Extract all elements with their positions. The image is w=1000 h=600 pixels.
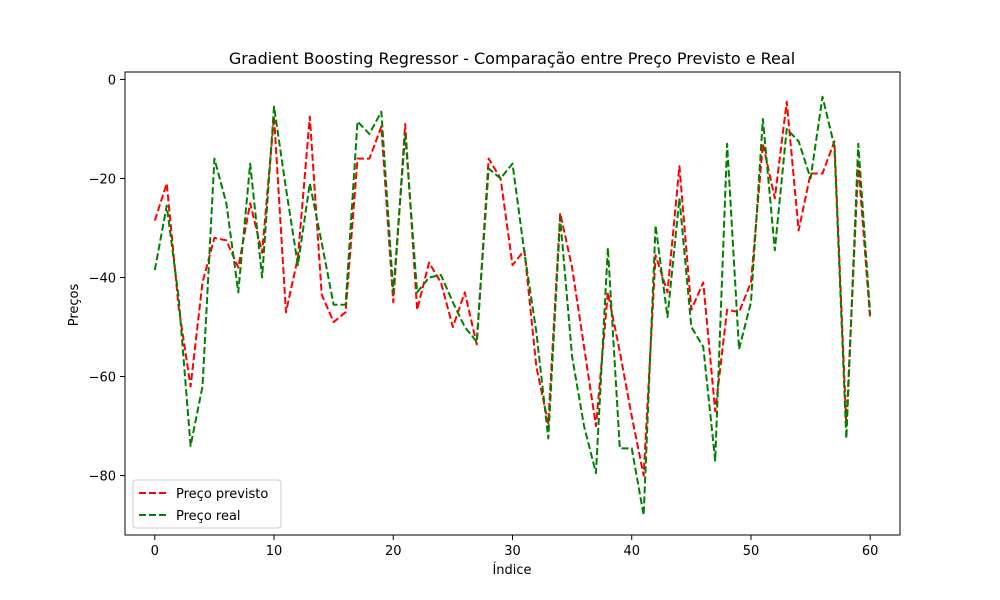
y-tick-label: −80 (89, 470, 116, 485)
legend-label: Preço real (176, 509, 241, 524)
x-tick-label: 40 (623, 544, 640, 559)
legend-label: Preço previsto (176, 487, 268, 502)
y-tick-label: −20 (89, 172, 116, 187)
x-axis: 0 10 20 30 40 50 60 (151, 535, 879, 559)
y-axis: 0 −20 −40 −60 −80 (89, 73, 125, 485)
x-tick-label: 0 (151, 544, 159, 559)
x-tick-label: 10 (266, 544, 283, 559)
plot-area (124, 71, 901, 536)
legend: Preço previsto Preço real (132, 479, 282, 529)
chart-title: Gradient Boosting Regressor - Comparação… (229, 49, 795, 68)
y-tick-label: −60 (89, 371, 116, 386)
y-axis-label: Preços (67, 284, 82, 327)
series-line-preco-real (153, 95, 872, 517)
legend-box (132, 479, 282, 529)
x-tick-label: 30 (504, 544, 521, 559)
series-line-preco-previsto (153, 100, 872, 477)
x-tick-label: 20 (385, 544, 402, 559)
y-tick-label: −40 (89, 272, 116, 287)
x-axis-label: Índice (492, 562, 531, 578)
plot-frame (124, 71, 901, 536)
x-tick-label: 50 (743, 544, 760, 559)
x-tick-label: 60 (862, 544, 879, 559)
y-tick-label: 0 (108, 73, 116, 88)
